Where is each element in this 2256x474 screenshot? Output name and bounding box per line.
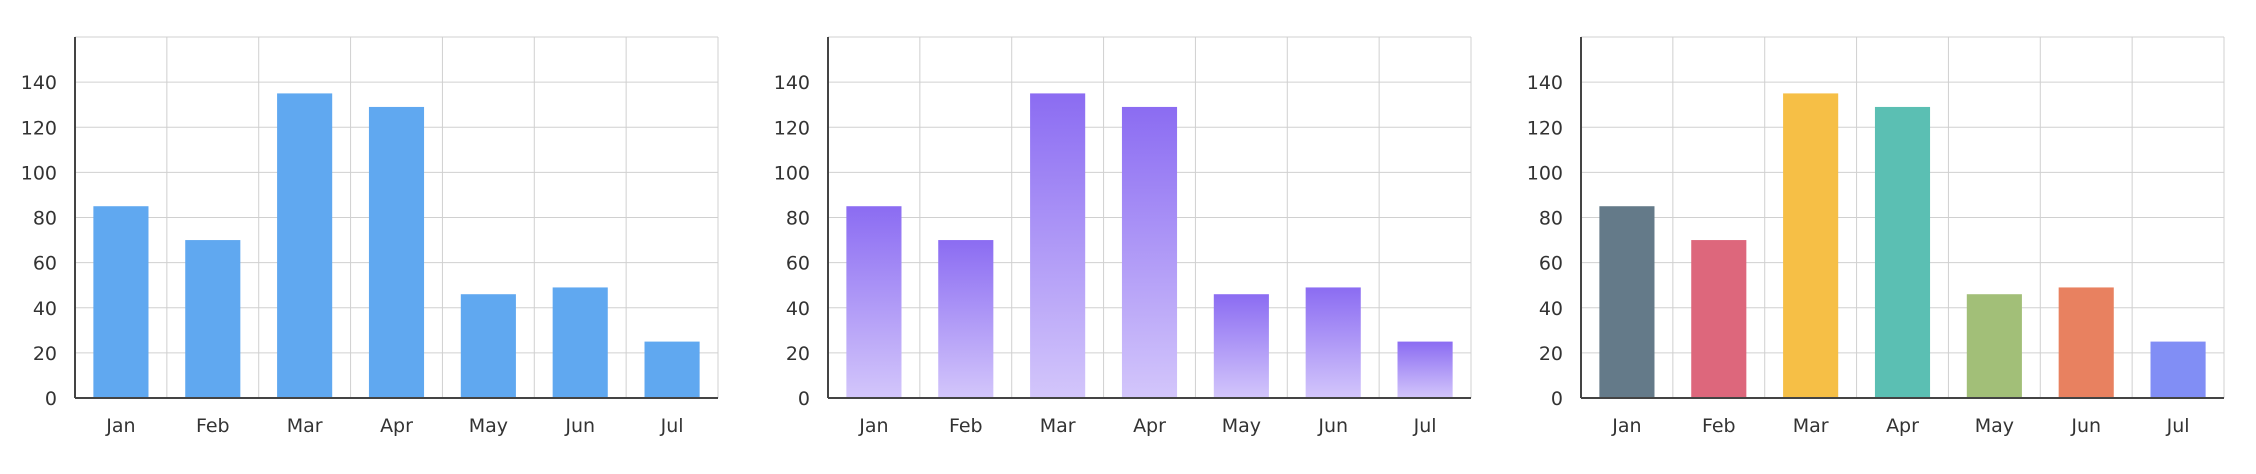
y-tick-label: 20 [786,343,810,365]
y-tick-label: 140 [21,72,57,94]
x-tick-label: Mar [1040,415,1076,437]
y-tick-label: 60 [1539,253,1563,275]
bar-jul [1397,341,1453,398]
x-tick-label: Mar [1793,415,1829,437]
x-tick-label: May [469,415,508,437]
y-tick-label: 0 [1551,388,1563,410]
bar-jul [2150,341,2206,398]
bar-mar [1030,93,1086,398]
x-tick-label: Feb [949,415,983,437]
x-tick-label: Jun [564,415,595,437]
bar-feb [938,240,994,398]
bar-feb [185,240,241,398]
y-tick-label: 80 [1539,208,1563,230]
y-tick-label: 40 [1539,298,1563,320]
y-tick-label: 120 [21,117,57,139]
y-tick-label: 0 [45,388,57,410]
x-tick-label: Jun [2070,415,2101,437]
y-tick-label: 20 [33,343,57,365]
x-tick-label: Jul [2166,415,2190,437]
x-tick-label: May [1222,415,1261,437]
y-tick-label: 0 [798,388,810,410]
bar-jul [644,341,700,398]
bar-apr [1121,106,1178,398]
bar-may [460,294,516,398]
x-tick-label: Jul [660,415,684,437]
y-tick-label: 120 [774,117,810,139]
x-tick-label: Apr [1133,415,1166,437]
y-tick-label: 120 [1527,117,1563,139]
y-tick-label: 20 [1539,343,1563,365]
bar-jan [846,206,902,398]
x-tick-label: Jul [1413,415,1437,437]
bar-jan [93,206,149,398]
x-tick-label: Jan [105,415,135,437]
y-tick-label: 60 [33,253,57,275]
bar-may [1966,294,2022,398]
y-tick-label: 100 [774,162,810,184]
x-tick-label: Feb [1702,415,1736,437]
bar-jun [1305,287,1361,398]
bar-apr [368,106,425,398]
x-tick-label: Jun [1317,415,1348,437]
y-tick-label: 100 [21,162,57,184]
y-tick-label: 140 [774,72,810,94]
bar-jan [1599,206,1655,398]
y-tick-label: 60 [786,253,810,275]
x-tick-label: Jan [1611,415,1641,437]
y-tick-label: 40 [786,298,810,320]
y-tick-label: 100 [1527,162,1563,184]
x-tick-label: Apr [1886,415,1919,437]
x-tick-label: Jan [858,415,888,437]
bar-mar [1783,93,1839,398]
y-tick-label: 140 [1527,72,1563,94]
y-tick-label: 80 [786,208,810,230]
bar-apr [1874,106,1931,398]
bar-feb [1691,240,1747,398]
bar-may [1213,294,1269,398]
bar-jun [552,287,608,398]
bar-mar [277,93,333,398]
y-tick-label: 40 [33,298,57,320]
x-tick-label: May [1975,415,2014,437]
x-tick-label: Apr [380,415,413,437]
bar-jun [2058,287,2114,398]
y-tick-label: 80 [33,208,57,230]
x-tick-label: Mar [287,415,323,437]
x-tick-label: Feb [196,415,230,437]
